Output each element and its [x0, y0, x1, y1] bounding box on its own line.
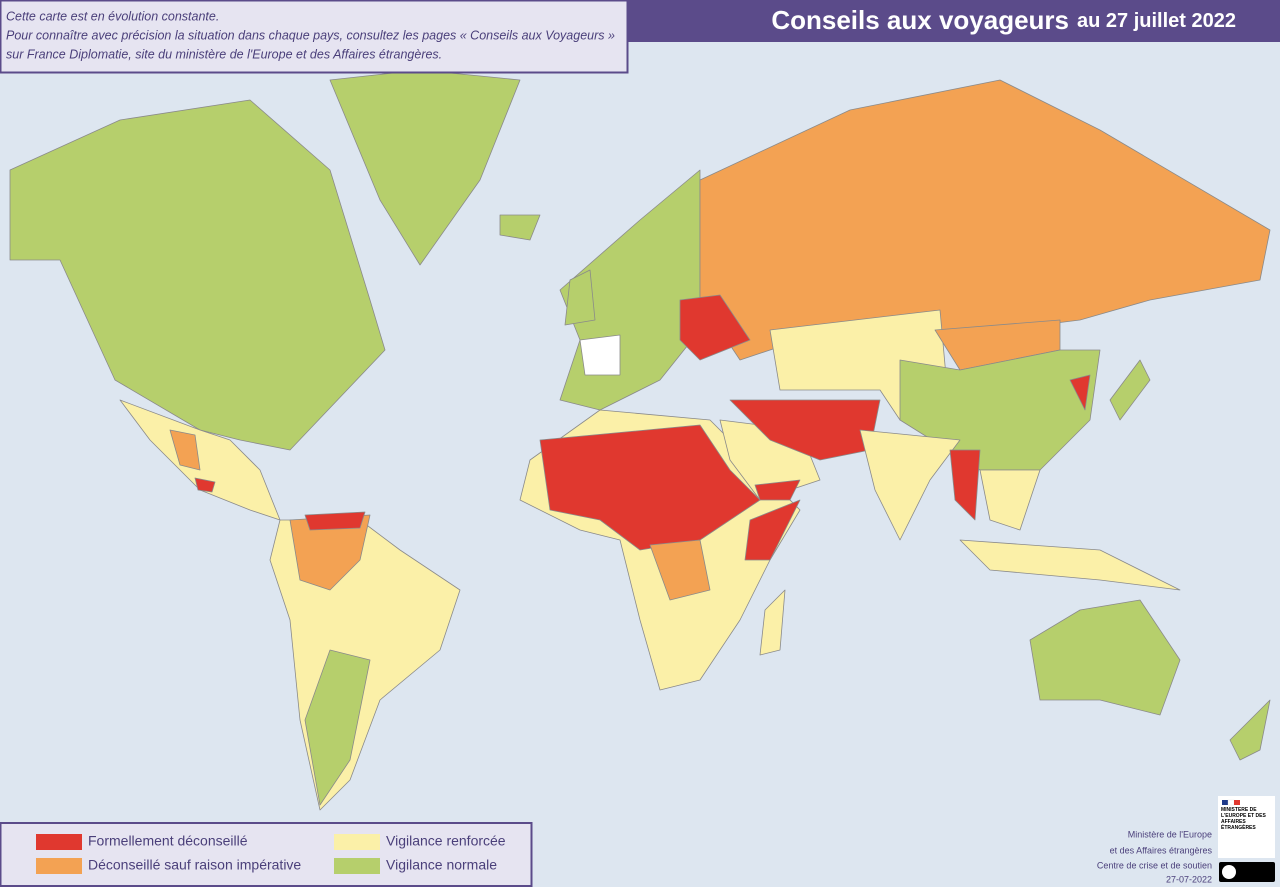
- credit-line: Ministère de l'Europe: [1128, 829, 1212, 839]
- title-date: au 27 juillet 2022: [1077, 10, 1236, 32]
- indonesia: [959, 539, 1181, 591]
- central-africa: [649, 539, 711, 601]
- legend-items: Formellement déconseillé Déconseillé sauf…: [36, 833, 506, 874]
- legend: [0, 822, 533, 887]
- north-america: [9, 99, 386, 451]
- title: Conseils aux voyageurs: [771, 5, 1069, 35]
- iran-afghanistan: [729, 399, 881, 461]
- logo-text: MINISTÈRE DE L'EUROPE ET DES AFFAIRES ÉT…: [1221, 807, 1266, 831]
- credit-line: et des Affaires étrangères: [1110, 845, 1213, 855]
- iceland: [499, 214, 541, 241]
- mexico-south: [194, 477, 216, 493]
- note-line: sur France Diplomatie, site du ministère…: [6, 47, 442, 61]
- france: [579, 334, 621, 376]
- myanmar: [949, 449, 981, 521]
- japan: [1109, 359, 1151, 421]
- flag-white: [1227, 799, 1235, 806]
- logo-text-wrap: MINISTÈRE DE L'EUROPE ET DES AFFAIRES ÉT…: [1221, 807, 1266, 831]
- logo-box: [1218, 796, 1275, 858]
- legend-swatch: [36, 834, 82, 850]
- flag-red: [1234, 800, 1240, 805]
- mexico-zone: [169, 429, 201, 471]
- credit-line: Centre de crise et de soutien: [1097, 860, 1212, 870]
- southern-cone: [304, 649, 371, 806]
- korea-north: [1069, 374, 1091, 411]
- legend-label: Vigilance normale: [386, 857, 497, 873]
- australia: [1029, 599, 1181, 716]
- russia: [699, 79, 1271, 361]
- madagascar: [759, 589, 786, 656]
- credit-line: 27-07-2022: [1166, 874, 1212, 884]
- title-group: Conseils aux voyageurs au 27 juillet 2022: [771, 5, 1236, 35]
- legend-swatch: [334, 858, 380, 874]
- land-layer: [9, 69, 1271, 811]
- legend-label: Vigilance renforcée: [386, 833, 506, 849]
- legend-swatch: [334, 834, 380, 850]
- new-zealand: [1229, 699, 1271, 761]
- legend-swatch: [36, 858, 82, 874]
- note-line: Pour connaître avec précision la situati…: [6, 28, 615, 42]
- somalia: [744, 499, 801, 561]
- title-bar: [628, 0, 1280, 42]
- uk: [564, 269, 596, 326]
- cc-icon: [1222, 865, 1236, 879]
- note-box: [0, 0, 629, 74]
- ukraine: [679, 294, 751, 361]
- flag-blue: [1222, 800, 1228, 805]
- venezuela-border: [304, 511, 366, 531]
- india: [859, 429, 961, 541]
- southeast-asia: [979, 469, 1041, 531]
- legend-label: Déconseillé sauf raison impérative: [88, 857, 301, 873]
- legend-label: Formellement déconseillé: [88, 833, 248, 849]
- note-line: Cette carte est en évolution constante.: [6, 9, 219, 23]
- yemen: [754, 479, 801, 501]
